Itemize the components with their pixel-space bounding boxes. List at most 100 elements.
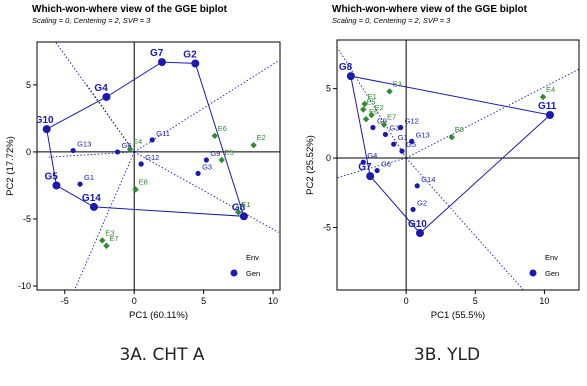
genotype-point: [138, 161, 144, 167]
environment-label: E7: [109, 234, 118, 243]
x-tick-label: 10: [539, 296, 549, 306]
plot-area: G1G2G3G5G6G7G8G9G10G11G12G13G14G4E1E2E3E…: [35, 42, 280, 290]
environment-point: [126, 146, 134, 153]
genotype-point: [391, 141, 397, 147]
genotype-point: [382, 131, 388, 138]
genotype-label: G13: [416, 130, 430, 139]
genotype-point: [114, 149, 121, 155]
x-tick-label: 0: [132, 296, 137, 306]
environment-label: E4: [133, 137, 142, 146]
legend-gen-label: Gen: [545, 269, 559, 278]
genotype-label: G1: [84, 173, 94, 182]
legend-gen-marker: [230, 269, 238, 277]
environment-point: [103, 242, 110, 249]
panel-caption-a: 3A. CHT A: [119, 345, 205, 365]
y-axis-label: PC2 (17.72%): [5, 136, 16, 196]
genotype-label: G13: [77, 140, 91, 149]
y-tick-label: -10: [18, 281, 31, 291]
genotype-point: [374, 167, 380, 174]
x-axis-label: PC1 (55.5%): [431, 310, 485, 321]
genotype-label: G9: [377, 117, 387, 126]
genotype-point: [149, 137, 155, 143]
genotype-point: [545, 111, 554, 119]
plot-frame: [336, 39, 580, 291]
genotype-label: G14: [82, 193, 101, 204]
genotype-point: [42, 125, 51, 134]
environment-label: E6: [369, 107, 378, 116]
genotype-point: [409, 138, 415, 144]
genotype-point: [195, 170, 201, 176]
genotype-label: G6: [122, 141, 132, 150]
chart-subtitle: Scaling = 0, Centering = 2, SVP = 3: [32, 16, 151, 25]
gge-biplot-b: Which-won-where view of the GGE biplotSc…: [305, 4, 580, 321]
chart-title: Which-won-where view of the GGE biplot: [32, 4, 228, 15]
environment-point: [362, 115, 370, 123]
genotype-label: G12: [145, 153, 159, 162]
environment-label: E3: [393, 79, 402, 88]
chart-title: Which-won-where view of the GGE biplot: [332, 4, 528, 15]
genotype-label: G5: [44, 171, 58, 182]
environment-point: [539, 93, 547, 101]
genotype-point: [77, 181, 83, 187]
genotype-point: [370, 124, 376, 131]
chart-subtitle: Scaling = 0, Centering = 2, SVP = 3: [332, 16, 451, 25]
environment-point: [386, 88, 393, 95]
environment-label: E5: [366, 97, 375, 106]
environment-point: [132, 186, 139, 193]
environment-point: [99, 237, 106, 244]
x-tick-label: -5: [61, 296, 69, 306]
genotype-label: G6: [381, 160, 391, 169]
genotype-label: G4: [94, 83, 108, 94]
genotype-point: [70, 147, 76, 154]
x-tick-label: 0: [404, 296, 409, 306]
x-tick-label: 5: [201, 296, 206, 306]
environment-point: [368, 111, 375, 119]
environment-label: E8: [455, 125, 464, 134]
environment-point: [360, 106, 367, 113]
environment-point: [380, 121, 388, 128]
genotype-point: [239, 212, 248, 221]
polygon-hull: [46, 61, 245, 217]
genotype-label: G10: [35, 115, 54, 126]
x-tick-label: 5: [473, 296, 478, 306]
environment-point: [250, 142, 257, 149]
genotype-point: [203, 157, 210, 163]
environment-label: E2: [257, 133, 266, 142]
genotype-point: [398, 124, 404, 131]
genotype-point: [157, 58, 166, 67]
genotype-point: [346, 72, 355, 81]
y-tick-label: -5: [323, 223, 331, 233]
environment-point: [235, 209, 242, 216]
legend-env-label: Env: [246, 253, 259, 262]
genotype-point: [414, 183, 420, 189]
legend-gen-label: Gen: [246, 269, 260, 278]
legend-gen-marker: [529, 269, 537, 277]
environment-label: E7: [387, 113, 396, 122]
genotype-point: [191, 59, 200, 68]
genotype-label: G7: [358, 162, 372, 173]
sector-divider-line: [337, 157, 407, 179]
genotype-point: [415, 229, 424, 238]
environment-label: E3: [105, 228, 114, 237]
y-axis-label: PC2 (25.52%): [305, 135, 316, 195]
plot-frame: [36, 41, 281, 291]
genotype-label: G1: [398, 133, 408, 142]
genotype-label: G3: [202, 162, 212, 171]
y-tick-label: 0: [26, 147, 31, 157]
environment-label: E1: [368, 92, 377, 101]
genotype-label: G5: [406, 140, 416, 149]
environment-point: [218, 156, 225, 164]
y-tick-label: -5: [23, 214, 31, 224]
gge-biplot-a: Which-won-where view of the GGE biplotSc…: [5, 4, 281, 321]
environment-point: [211, 132, 218, 140]
genotype-label: G11: [156, 129, 170, 138]
genotype-point: [360, 159, 366, 165]
genotype-label: G10: [408, 219, 427, 230]
sector-divider-line: [133, 151, 279, 233]
genotype-label: G2: [183, 49, 197, 60]
sector-divider-line: [405, 68, 579, 159]
genotype-label: G3: [389, 123, 399, 132]
genotype-point: [52, 181, 61, 190]
environment-point: [361, 100, 368, 108]
genotype-label: G9: [210, 149, 220, 158]
